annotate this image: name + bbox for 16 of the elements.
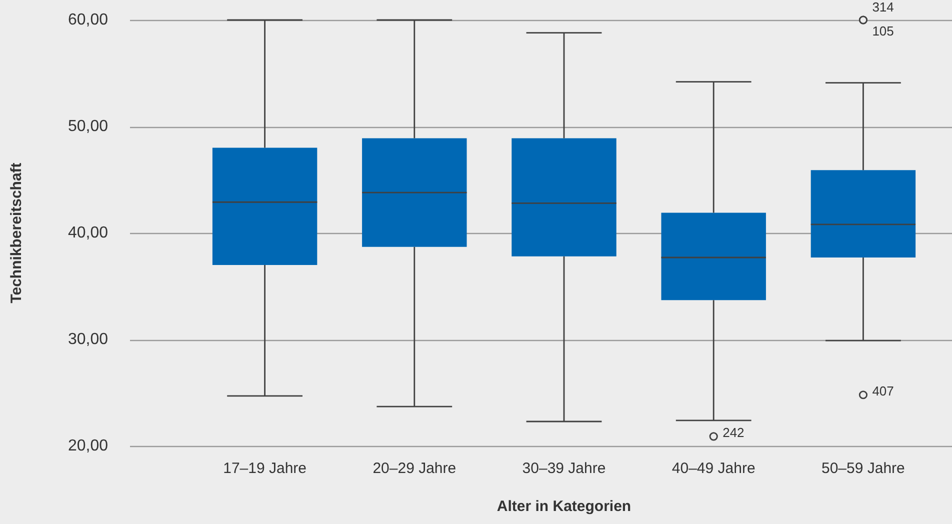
x-tick-label: 20–29 Jahre	[372, 460, 456, 478]
annotation: 407	[872, 383, 894, 398]
y-tick-label: 50,00	[68, 118, 108, 135]
y-tick-label: 40,00	[68, 224, 108, 242]
x-tick-label: 17–19 Jahre	[223, 460, 307, 478]
y-axis-title: Technikbereitschaft	[8, 162, 26, 304]
x-tick-label: 40–49 Jahre	[672, 460, 756, 478]
x-tick-label: 50–59 Jahre	[821, 460, 905, 478]
y-tick-label: 30,00	[68, 330, 108, 348]
annotation: 105	[872, 24, 894, 39]
x-tick-label: 30–39 Jahre	[522, 460, 606, 478]
annotation: 242	[722, 424, 744, 440]
annotation: 314	[872, 0, 894, 15]
x-axis-title: Alter in Kategorien	[496, 498, 632, 516]
y-tick-label: 60,00	[68, 11, 108, 28]
y-tick-label: 20,00	[68, 437, 108, 454]
